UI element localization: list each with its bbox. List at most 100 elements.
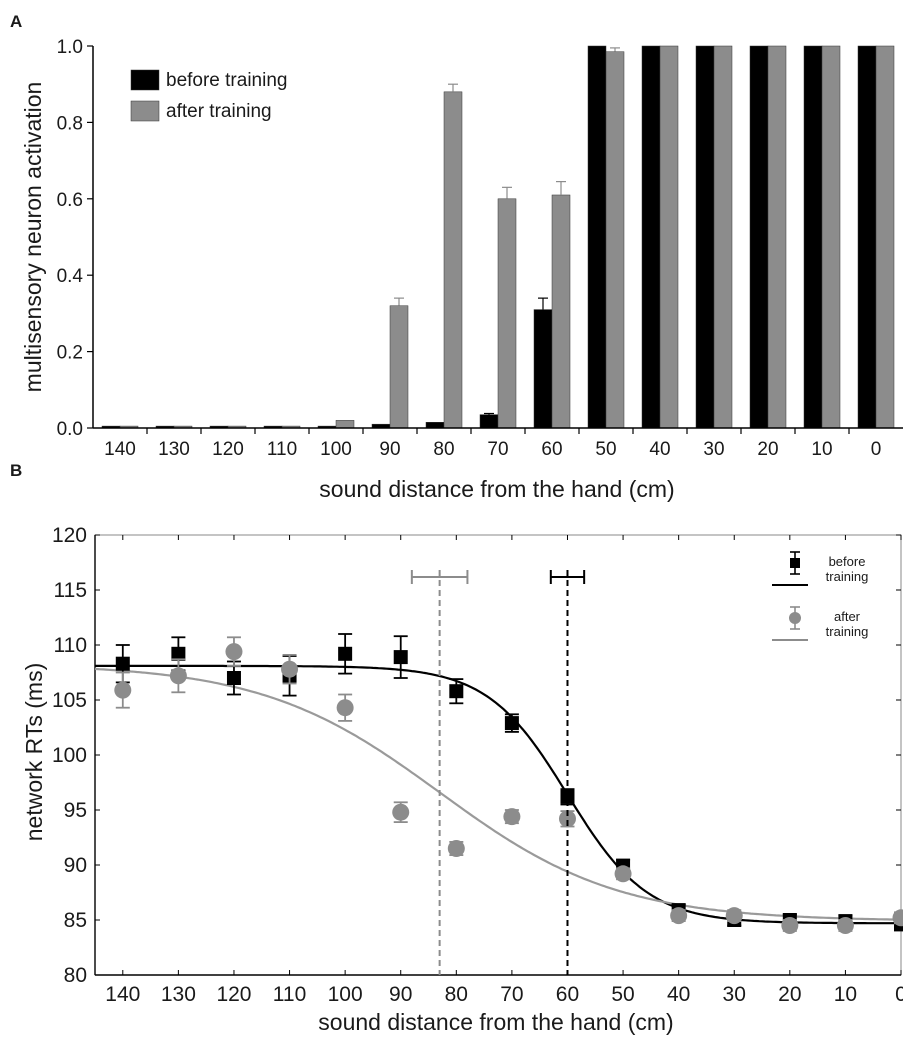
panel-b-label: B: [10, 461, 22, 480]
chart-a-x-tick-label: 120: [212, 439, 244, 460]
bar-before-50: [587, 45, 607, 429]
point-before-140: [115, 656, 130, 671]
chart-a-x-tick-label: 10: [811, 439, 832, 460]
chart-a-x-tick-label: 130: [158, 439, 190, 460]
panel-a-label: A: [10, 12, 22, 31]
point-after-130: [169, 667, 187, 685]
fit-curve-before: [95, 664, 901, 925]
bar-after-90: [389, 305, 409, 429]
chart-b-plot-frame: [94, 534, 902, 976]
chart-a-x-tick-label: 20: [757, 439, 778, 460]
chart-b-x-tick-label: 10: [834, 983, 857, 1006]
chart-b-y-tick-label: 110: [54, 634, 87, 657]
bar-before-30: [695, 45, 715, 429]
chart-a-y-axis-title: multisensory neuron activation: [20, 82, 46, 393]
legend-swatch-after: [130, 100, 160, 122]
point-after-10: [836, 917, 854, 934]
chart-b-x-tick-label: 100: [328, 983, 363, 1006]
bar-before-70: [479, 414, 499, 429]
chart-b-y-tick-label: 90: [64, 854, 87, 877]
chart-a-x-tick-label: 140: [104, 439, 136, 460]
point-after-90: [392, 803, 410, 821]
point-after-110: [281, 660, 299, 678]
chart-a-y-tick-label: 1.0: [57, 37, 83, 58]
point-before-80: [449, 684, 464, 699]
chart-b-y-tick-label: 95: [64, 799, 87, 822]
point-before-130: [171, 646, 186, 661]
chart-b-fit-curves: [94, 664, 902, 925]
chart-a-x-tick-label: 90: [379, 439, 400, 460]
chart-a-bars: [101, 45, 895, 429]
point-after-30: [725, 907, 743, 925]
legend-text-before-2: training: [826, 569, 869, 584]
point-after-140: [114, 681, 132, 699]
chart-b-x-tick-label: 130: [161, 983, 196, 1006]
chart-b-thresholds: [410, 570, 586, 975]
fit-curve-after: [94, 667, 902, 921]
chart-a-x-tick-label: 70: [487, 439, 508, 460]
bar-after-20: [767, 45, 787, 429]
point-after-0: [892, 909, 903, 927]
bar-before-40: [641, 45, 661, 429]
chart-b-x-tick-label: 140: [105, 983, 140, 1006]
chart-a-y-tick-label: 0.6: [57, 190, 83, 211]
chart-b-points: [114, 633, 903, 934]
point-after-100: [336, 699, 354, 717]
point-before-90: [393, 650, 408, 665]
bar-before-60: [533, 309, 553, 429]
legend-text-before-1: before: [829, 554, 866, 569]
point-before-60: [560, 789, 575, 804]
point-after-70: [503, 808, 521, 826]
point-after-40: [670, 907, 688, 925]
point-before-120: [226, 671, 241, 685]
chart-b-y-tick-label: 115: [54, 579, 87, 602]
chart-a-x-tick-label: 40: [649, 439, 670, 460]
chart-b-y-tick-label: 85: [64, 909, 87, 932]
chart-b-x-tick-label: 70: [500, 983, 523, 1006]
bar-after-60: [551, 194, 571, 429]
chart-a-x-tick-label: 50: [595, 439, 616, 460]
bar-before-0: [857, 45, 877, 429]
chart-b-y-tick-label: 105: [52, 689, 87, 712]
chart-b-y-tick-label: 100: [52, 744, 87, 767]
chart-b-x-tick-label: 30: [723, 983, 746, 1006]
chart-b-x-tick-label: 60: [556, 983, 579, 1006]
bar-after-50: [605, 51, 625, 429]
bar-before-10: [803, 45, 823, 429]
bar-after-80: [443, 91, 463, 429]
legend-swatch-before: [130, 69, 160, 91]
bar-after-30: [713, 45, 733, 429]
chart-a-y-tick-label: 0.8: [57, 113, 83, 134]
bar-before-20: [749, 45, 769, 429]
chart-a-x-tick-label: 0: [871, 439, 882, 460]
legend-label-before: before training: [166, 70, 287, 91]
chart-a-x-tick-label: 60: [541, 439, 562, 460]
legend-text-after-2: training: [826, 624, 869, 639]
chart-b-x-tick-label: 80: [445, 983, 468, 1006]
legend-text-after-1: after: [834, 609, 861, 624]
point-after-80: [447, 840, 465, 857]
chart-b-x-tick-label: 20: [778, 983, 801, 1006]
chart-b-y-axis-title: network RTs (ms): [21, 663, 47, 842]
chart-a-y-tick-label: 0.2: [57, 343, 83, 364]
legend-marker-after: [789, 612, 801, 624]
chart-a-x-tick-label: 80: [433, 439, 454, 460]
chart-a-x-axis-title: sound distance from the hand (cm): [319, 476, 674, 502]
bar-after-40: [659, 45, 679, 429]
point-before-100: [338, 646, 353, 661]
point-before-70: [504, 716, 519, 731]
legend-marker-before: [790, 558, 800, 568]
chart-b-x-tick-label: 110: [273, 983, 306, 1006]
point-after-50: [614, 865, 632, 883]
chart-b-x-tick-label: 0: [895, 983, 903, 1006]
chart-b-y-tick-label: 80: [64, 964, 87, 987]
legend-label-after: after training: [166, 101, 272, 122]
chart-a-y-tick-label: 0.4: [57, 266, 84, 287]
chart-b-x-tick-label: 90: [389, 983, 412, 1006]
